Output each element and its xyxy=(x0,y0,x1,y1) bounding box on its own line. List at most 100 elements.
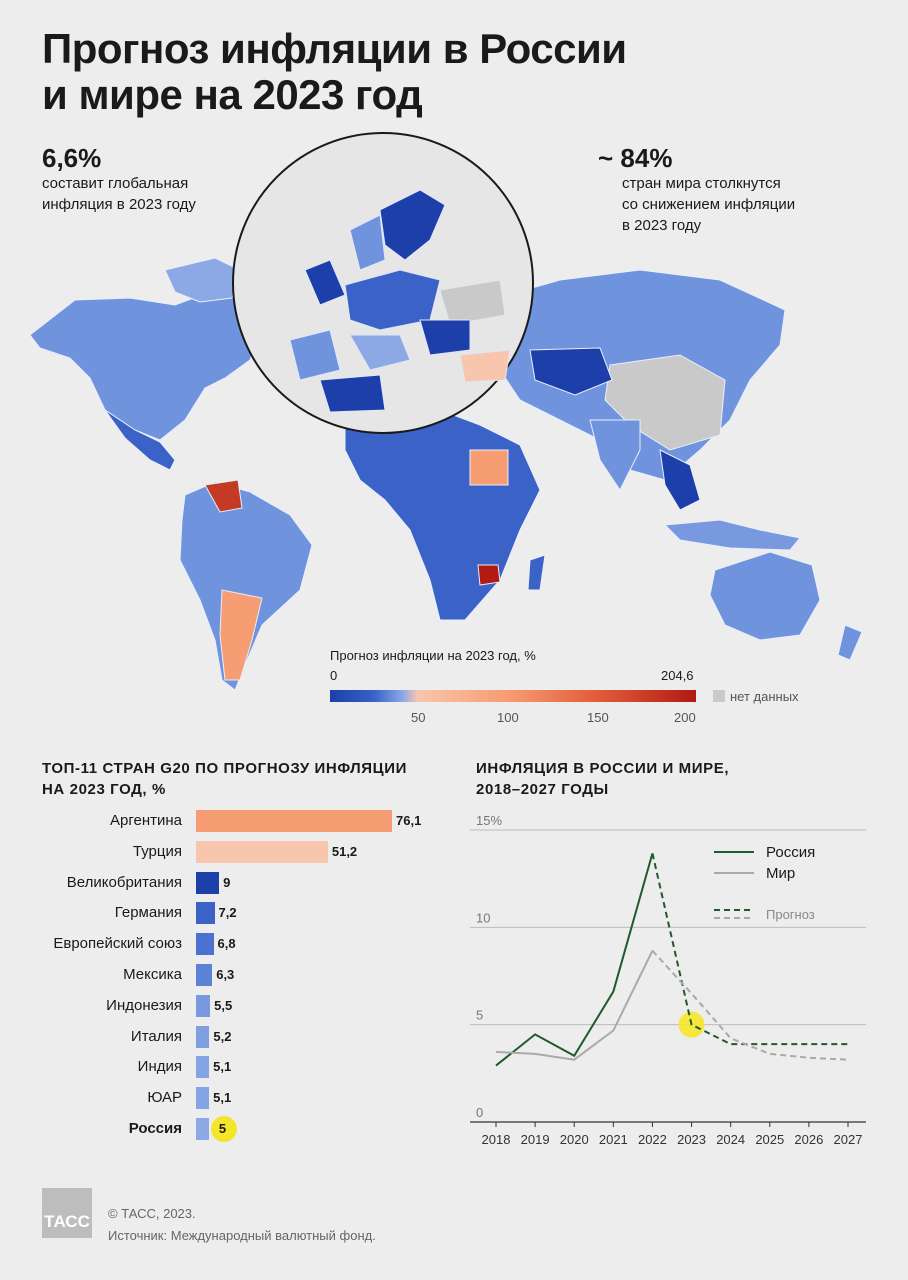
bar-label: ЮАР xyxy=(147,1089,182,1107)
zimbabwe xyxy=(477,564,501,586)
inflation-line-chart: 0 5 10 15% 2018 2019 2020 2021 2022 2023 2024 2025 2… xyxy=(470,813,866,1147)
bar-value-label: 5,2 xyxy=(213,1028,232,1044)
map-legend-title: Прогноз инфляции на 2023 год, % xyxy=(330,648,536,663)
legend-label-russia: Россия xyxy=(766,844,815,861)
bar-label: Индонезия xyxy=(106,996,182,1014)
bar-row: Мексика 6,3 xyxy=(0,964,450,986)
new-zealand xyxy=(837,624,863,661)
bar-label: Турция xyxy=(132,842,182,860)
stat-global-value: 6,6% xyxy=(42,143,102,173)
bar-row: Великобритания 9 xyxy=(0,871,450,894)
map-legend-tick: 50 xyxy=(411,710,426,725)
bar-value-label: 9 xyxy=(223,874,231,890)
x-tick-label: 2019 xyxy=(521,1132,550,1147)
bar-row: Индонезия 5,5 xyxy=(0,994,450,1017)
map-legend-tick: 200 xyxy=(674,710,696,725)
source: Источник: Международный валютный фонд. xyxy=(108,1228,376,1243)
madagascar xyxy=(527,554,546,591)
mexico xyxy=(104,409,176,471)
g20-bar-chart: Аргентина 76,1 Турция 51,2 Великобритания 9 Ге… xyxy=(0,800,450,1160)
north-america xyxy=(29,291,263,441)
bar-row: Индия 5,1 xyxy=(0,1056,450,1079)
bar-row: Турция 51,2 xyxy=(0,840,450,863)
line-chart-title: Инфляция в России и мире, 2018–2027 годы xyxy=(476,760,730,798)
bar-row: ЮАР 5,1 xyxy=(0,1087,450,1110)
bar-value-label: 7,2 xyxy=(218,905,237,921)
bar-row: Италия 5,2 xyxy=(0,1025,450,1048)
sudan xyxy=(469,449,509,486)
bar-row: Россия 5 xyxy=(0,1116,450,1142)
map-legend-min: 0 xyxy=(330,668,338,683)
map-legend-scale xyxy=(330,690,696,702)
series-line-actual xyxy=(495,853,654,1067)
bar xyxy=(196,994,211,1017)
greenland xyxy=(164,257,241,303)
x-tick-label: 2024 xyxy=(716,1132,745,1147)
title-line-1: Прогноз инфляции в России xyxy=(42,25,627,72)
tass-logo: ТАСС xyxy=(42,1188,92,1238)
africa xyxy=(344,404,541,621)
title-line-2: и мире на 2023 год xyxy=(42,71,423,118)
bar-value-label: 5 xyxy=(218,1121,227,1136)
stat-global-text: составит глобальная инфляция в 2023 году xyxy=(42,175,196,213)
no-data-swatch xyxy=(713,690,725,702)
x-tick-label: 2027 xyxy=(834,1132,863,1147)
no-data-label: нет данных xyxy=(730,689,799,704)
x-tick-label: 2023 xyxy=(677,1132,706,1147)
x-tick-label: 2020 xyxy=(560,1132,589,1147)
bar-row: Европейский союз 6,8 xyxy=(0,933,450,956)
stat-countries-text: стран мира столкнутся со снижением инфля… xyxy=(622,175,796,234)
y-tick-label: 10 xyxy=(476,910,490,925)
continents xyxy=(29,257,863,691)
page-title: Прогноз инфляции в России и мире на 2023… xyxy=(42,26,627,118)
bar xyxy=(196,1025,210,1048)
bar xyxy=(196,1118,209,1140)
x-tick-label: 2026 xyxy=(794,1132,823,1147)
x-tick-label: 2022 xyxy=(638,1132,667,1147)
bar xyxy=(196,1056,210,1079)
bar-value-label: 6,8 xyxy=(217,936,236,952)
indonesia xyxy=(663,519,801,551)
bar xyxy=(196,964,213,986)
legend-label-world: Мир xyxy=(766,865,795,882)
bar-chart-title: ТОП-11 стран G20 по прогнозу инфляции на… xyxy=(42,760,407,798)
bar-value-label: 5,1 xyxy=(213,1059,232,1075)
bar xyxy=(196,810,392,832)
bar xyxy=(196,840,328,863)
series-line-forecast xyxy=(651,950,849,1061)
kazakhstan xyxy=(529,347,613,396)
bar-label: Аргентина xyxy=(110,812,182,829)
bar-label: Мексика xyxy=(123,966,182,983)
legend-label-forecast: Прогноз xyxy=(766,907,815,922)
y-tick-label: 0 xyxy=(476,1105,483,1120)
stat-countries-value: ~ 84% xyxy=(598,143,673,173)
map-legend-tick: 100 xyxy=(497,710,519,725)
y-tick-label: 15% xyxy=(476,813,502,828)
series-line-actual xyxy=(495,950,654,1061)
x-tick-label: 2025 xyxy=(755,1132,784,1147)
bar-label: Россия xyxy=(128,1120,182,1137)
venezuela xyxy=(204,479,243,513)
copyright: © ТАСС, 2023. xyxy=(108,1206,196,1221)
bar xyxy=(196,1087,210,1110)
bar-label: Индия xyxy=(137,1058,182,1076)
argentina xyxy=(219,589,263,681)
y-tick-label: 5 xyxy=(476,1008,483,1023)
x-tick-label: 2018 xyxy=(482,1132,511,1147)
series-line-forecast xyxy=(651,853,848,1046)
bar-value-label: 5,5 xyxy=(214,997,233,1013)
bar-value-label: 6,3 xyxy=(216,967,235,982)
bar-row: Германия 7,2 xyxy=(0,902,450,925)
stat-countries-decline: ~ 84% стран мира столкнутся со снижением… xyxy=(598,143,795,236)
stat-global-inflation: 6,6% составит глобальная инфляция в 2023… xyxy=(42,143,196,215)
bar-label: Германия xyxy=(114,904,182,922)
bar-value-label: 51,2 xyxy=(331,843,358,859)
bar xyxy=(196,902,215,925)
bar-label: Европейский союз xyxy=(53,935,182,953)
x-tick-label: 2021 xyxy=(599,1132,628,1147)
map-legend-max: 204,6 xyxy=(661,668,694,683)
bar xyxy=(196,871,220,894)
europe-detail xyxy=(289,189,511,413)
bar-label: Италия xyxy=(130,1027,182,1045)
southeast-asia xyxy=(659,449,701,511)
